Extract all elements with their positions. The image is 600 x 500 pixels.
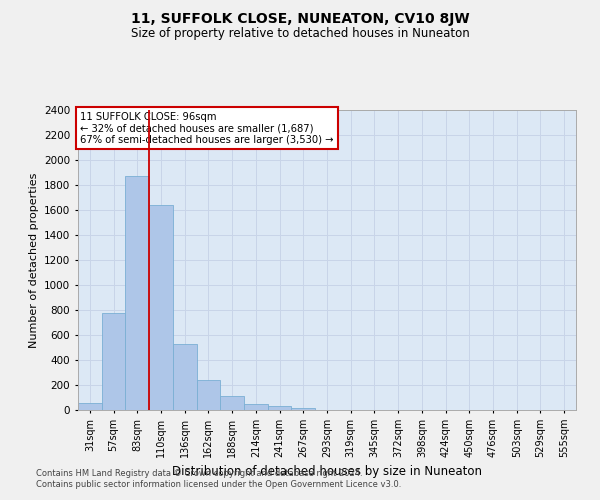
Bar [125, 176, 149, 410]
Text: 11 SUFFOLK CLOSE: 96sqm
← 32% of detached houses are smaller (1,687)
67% of semi: 11 SUFFOLK CLOSE: 96sqm ← 32% of detache… [80, 112, 334, 144]
Text: Contains HM Land Registry data © Crown copyright and database right 2024.: Contains HM Land Registry data © Crown c… [36, 468, 362, 477]
Bar [102, 312, 125, 410]
Text: Size of property relative to detached houses in Nuneaton: Size of property relative to detached ho… [131, 28, 469, 40]
Bar [268, 406, 292, 410]
Bar [78, 403, 102, 410]
Bar [220, 396, 244, 410]
Bar [173, 344, 197, 410]
Bar [149, 205, 173, 410]
Bar [244, 404, 268, 410]
Y-axis label: Number of detached properties: Number of detached properties [29, 172, 38, 348]
Text: Contains public sector information licensed under the Open Government Licence v3: Contains public sector information licen… [36, 480, 401, 489]
Bar [197, 380, 220, 410]
Bar [292, 408, 315, 410]
Text: 11, SUFFOLK CLOSE, NUNEATON, CV10 8JW: 11, SUFFOLK CLOSE, NUNEATON, CV10 8JW [131, 12, 469, 26]
X-axis label: Distribution of detached houses by size in Nuneaton: Distribution of detached houses by size … [172, 466, 482, 478]
